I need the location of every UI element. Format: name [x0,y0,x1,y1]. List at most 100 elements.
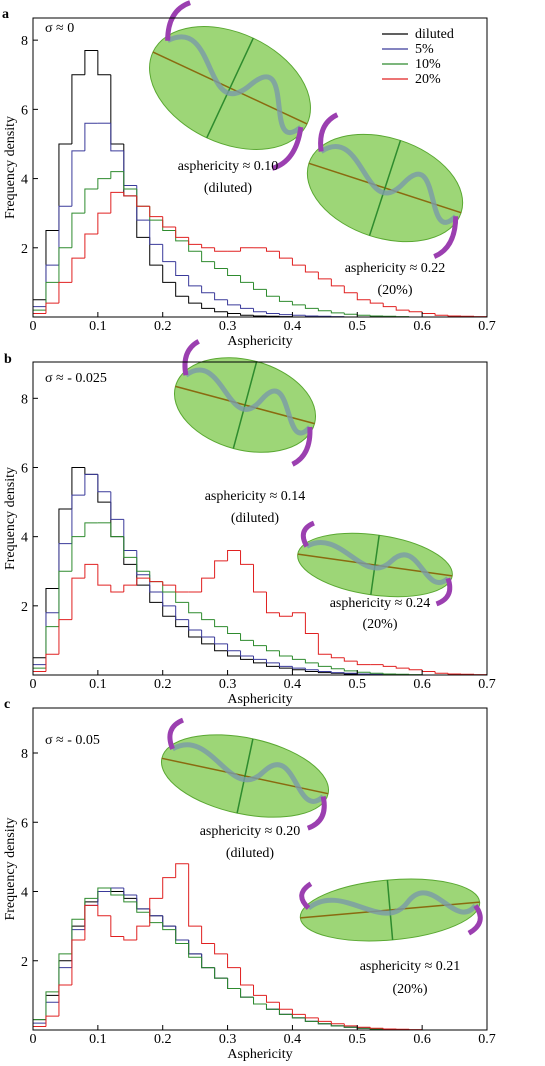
axis-short [368,140,402,236]
histogram-step [71,536,85,572]
histogram-step [84,904,98,930]
x-tick-label: 0.5 [349,677,367,692]
histogram-step [175,230,189,242]
histogram-step [253,659,267,664]
x-tick-label: 0.3 [219,1032,237,1047]
x-tick-label: 0.6 [413,677,431,692]
histogram-step [32,1019,46,1030]
histogram-step [58,960,72,996]
histogram-step [123,519,137,551]
x-tick-label: 0.2 [154,1032,172,1047]
histogram-step [45,612,59,665]
histogram-step [240,988,254,998]
histogram-step [45,1001,59,1024]
x-tick-label: 0.1 [89,319,107,334]
x-axis-label: Asphericity [227,1047,292,1062]
y-axis-label: Frequency density [3,467,18,570]
annotation: (20%) [363,617,398,632]
histogram-step [304,265,319,273]
histogram-step [253,640,267,647]
chain-end [300,520,316,548]
histogram-step [45,626,59,669]
histogram-step [214,292,228,301]
histogram-step [110,191,124,214]
histogram-step [343,312,358,315]
histogram-step [278,296,293,302]
histogram-step [149,206,163,221]
legend-label: 10% [415,57,441,72]
histogram-step [188,943,202,958]
histogram-step [317,1021,332,1025]
histogram-step [304,1017,319,1022]
histogram-step [291,1014,306,1019]
histogram-step [201,285,215,294]
histogram-step [240,988,254,998]
histogram-step [291,258,306,266]
histogram-step [330,1021,345,1025]
histogram-step [201,577,215,592]
histogram-step [265,1004,280,1010]
histogram-step [32,1026,46,1030]
chain-end [271,126,304,171]
histogram-step [278,251,293,259]
y-tick-label: 4 [21,531,28,546]
histogram-step [149,206,163,218]
x-tick-label: 0.5 [349,1032,367,1047]
x-tick-label: 0.4 [284,1032,302,1047]
histogram-step [123,150,137,186]
annotation: asphericity ≈ 0.22 [345,261,446,276]
y-axis-label: Frequency density [3,817,18,920]
x-tick-label: 0.4 [284,677,302,692]
y-tick-label: 2 [21,955,28,970]
histogram-step [188,275,202,287]
histogram-step [32,671,46,675]
histogram-step [45,281,59,311]
histogram-step [84,467,98,475]
panel-title: σ ≈ - 0.05 [45,733,100,748]
histogram-step [45,264,59,307]
histogram-step [84,473,98,496]
histogram-step [175,605,189,621]
histogram-step [97,178,111,189]
histogram-step [330,1023,345,1027]
histogram-step [369,1027,384,1029]
panel-letter: c [4,697,10,712]
molecule [297,520,453,607]
x-tick-label: 0.3 [219,677,237,692]
histogram-step [201,636,215,645]
histogram-step [240,275,254,283]
histogram-step [330,666,345,670]
histogram-step [214,636,228,645]
x-tick-label: 0.3 [219,319,237,334]
y-tick-label: 8 [21,747,28,762]
histogram-step [304,1017,319,1022]
histogram-step [201,953,215,969]
panel-title: σ ≈ 0 [45,21,74,36]
histogram-step [278,1009,293,1015]
histogram-step [227,978,241,989]
histogram-step [291,612,306,617]
histogram-step [356,673,371,675]
histogram-step [201,953,215,969]
histogram-step [162,216,176,228]
histogram-step [214,943,228,955]
histogram-step [240,633,254,641]
histogram-step [214,967,228,979]
histogram-step [175,863,189,878]
histogram-step [304,659,319,664]
chain-end [433,216,459,259]
histogram-step [278,612,293,617]
histogram-step [240,304,254,309]
histogram-step [304,668,319,671]
histogram-step [71,74,85,144]
histogram-step [265,645,280,652]
histogram-step [123,894,137,903]
chain [171,742,325,804]
chain-end [435,577,453,607]
histogram-step [253,997,267,1005]
histogram-step [162,922,176,931]
histogram-step [110,888,124,896]
histogram-step [317,1017,332,1022]
histogram-step [291,666,306,669]
histogram-step [58,619,72,655]
